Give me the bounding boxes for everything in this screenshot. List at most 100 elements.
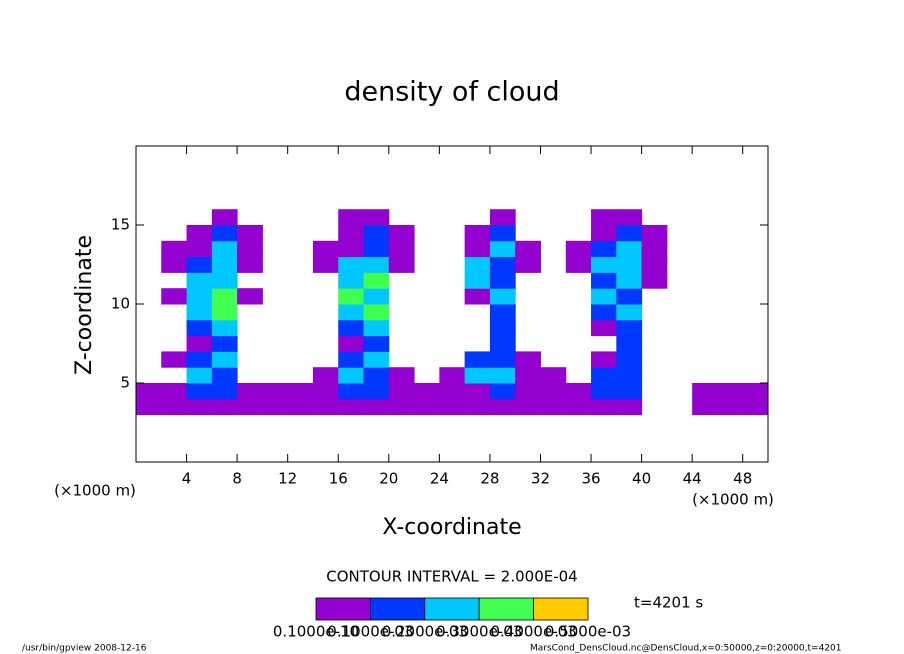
- field-cell: [388, 398, 415, 416]
- field-cell: [717, 241, 743, 257]
- field-cell: [288, 320, 314, 336]
- field-cell: [363, 367, 390, 384]
- field-cell: [136, 320, 162, 336]
- field-cell: [186, 319, 213, 337]
- footer: MarsCond_DensCloud.nc@DensCloud,x=0:5000…: [530, 644, 842, 654]
- field-cell: [312, 256, 339, 273]
- field-cell: [338, 351, 365, 368]
- field-cell: [186, 272, 213, 289]
- field-cell: [161, 351, 188, 368]
- field-cell: [186, 367, 213, 384]
- field-cell: [641, 225, 668, 242]
- field-cell: [338, 398, 365, 416]
- field-cell: [742, 383, 769, 400]
- field-cell: [489, 225, 516, 242]
- field-cell: [642, 383, 668, 399]
- colorbar-segment: [315, 597, 371, 621]
- field-cell: [515, 304, 541, 320]
- y-tick-label: 10: [111, 295, 130, 313]
- field-cell: [591, 225, 617, 242]
- field-cell: [641, 240, 668, 258]
- field-cell: [388, 225, 415, 242]
- field-cell: [540, 225, 566, 241]
- field-cell: [717, 383, 744, 400]
- field-cell: [515, 225, 541, 241]
- field-cell: [489, 351, 516, 368]
- field-cell: [667, 209, 693, 225]
- field-cell: [591, 240, 617, 258]
- field-cell: [489, 240, 516, 258]
- field-cell: [388, 240, 415, 258]
- field-cell: [515, 288, 541, 304]
- field-cell: [414, 304, 440, 320]
- field-cell: [692, 257, 718, 273]
- field-cell: [616, 288, 643, 305]
- field-cell: [489, 335, 516, 352]
- field-cell: [414, 225, 440, 241]
- field-cell: [136, 304, 162, 320]
- field-cell: [161, 240, 188, 258]
- field-cell: [136, 241, 162, 257]
- field-cell: [540, 383, 567, 400]
- field-cell: [540, 288, 566, 304]
- field-cell: [389, 209, 415, 225]
- field-cell: [692, 209, 718, 225]
- field-cell: [237, 351, 263, 367]
- y-tick-label: 5: [120, 374, 130, 392]
- field-cell: [566, 351, 592, 367]
- field-cell: [743, 257, 769, 273]
- field-cell: [642, 367, 668, 383]
- field-cell: [591, 209, 617, 226]
- colorbar-label: 0.1000e-03: [327, 623, 413, 641]
- field-cell: [566, 304, 592, 320]
- field-cell: [489, 209, 516, 226]
- field-cell: [388, 367, 415, 384]
- field-cell: [211, 272, 238, 289]
- field-cell: [288, 272, 314, 288]
- field-cell: [642, 209, 668, 225]
- field-cell: [312, 398, 339, 416]
- field-cell: [237, 320, 263, 336]
- field-cell: [338, 304, 365, 321]
- field-cell: [262, 383, 289, 400]
- field-cell: [742, 398, 769, 416]
- field-cell: [591, 272, 617, 289]
- field-cell: [338, 335, 365, 352]
- field-cell: [439, 241, 465, 257]
- field-cell: [591, 256, 617, 273]
- field-cell: [565, 383, 592, 400]
- field-cell: [136, 272, 162, 288]
- field-cell: [540, 336, 566, 352]
- field-cell: [186, 383, 213, 400]
- field-cell: [312, 367, 339, 384]
- field-cell: [363, 383, 390, 400]
- field-cell: [389, 336, 415, 352]
- field-cell: [591, 288, 617, 305]
- field-cell: [515, 383, 541, 400]
- field-cell: [717, 320, 743, 336]
- field-cell: [363, 398, 390, 416]
- field-cell: [667, 225, 693, 241]
- field-cell: [439, 367, 466, 384]
- x-tick-label: 32: [531, 470, 550, 488]
- field-cell: [439, 257, 465, 273]
- field-cell: [439, 398, 466, 416]
- field-cell: [211, 256, 238, 273]
- y-tick-label: 15: [111, 216, 130, 234]
- field-cell: [642, 304, 668, 320]
- field-cell: [211, 398, 238, 416]
- x-tick-label: 8: [232, 470, 242, 488]
- field-cell: [313, 225, 339, 241]
- field-cell: [566, 209, 592, 225]
- field-cell: [414, 383, 440, 400]
- field-cell: [186, 240, 213, 258]
- x-tick-label: 48: [733, 470, 752, 488]
- field-cell: [439, 272, 465, 288]
- field-cell: [540, 209, 566, 225]
- field-cell: [667, 351, 693, 367]
- colorbar-segment: [533, 597, 589, 621]
- field-cell: [312, 383, 339, 400]
- field-cell: [515, 209, 541, 225]
- field-cell: [211, 240, 238, 258]
- field-cell: [288, 288, 314, 304]
